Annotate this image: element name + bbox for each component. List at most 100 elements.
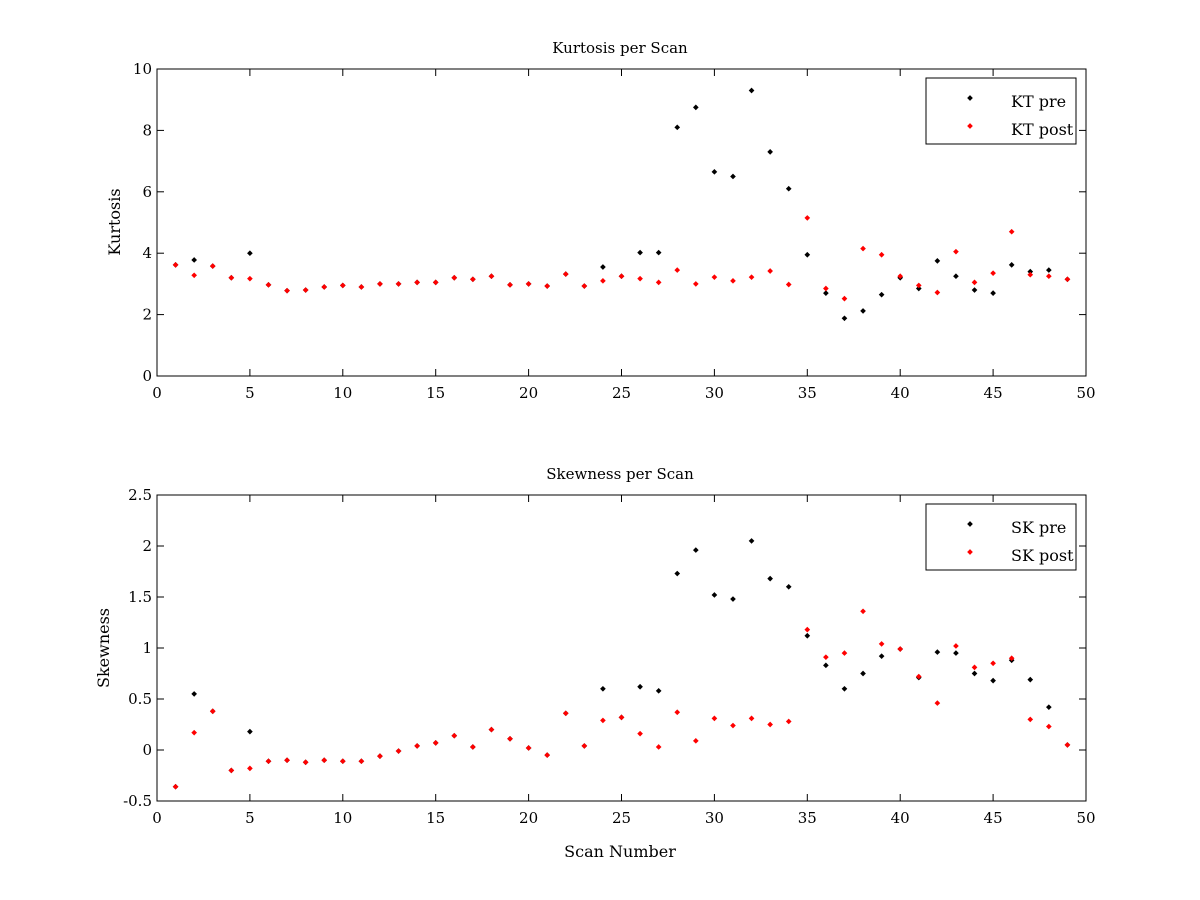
kurtosis-post-point (470, 276, 476, 283)
skewness-post-point (284, 757, 290, 764)
kurtosis-post-point (265, 281, 272, 288)
skewness-y-tick-label: 1 (142, 639, 152, 657)
kurtosis-pre-point (692, 104, 699, 111)
kurtosis-post-point (748, 274, 755, 280)
kurtosis-post-point (711, 274, 718, 280)
skewness-pre-point (823, 662, 829, 669)
kurtosis-pre-point (711, 169, 718, 175)
skewness-legend-label-post: SK post (1011, 546, 1074, 565)
skewness-x-tick-label: 5 (245, 809, 255, 827)
kurtosis-post-point (1046, 273, 1052, 280)
kurtosis-pre-point (655, 249, 662, 256)
skewness-y-axis-label: Skewness (94, 608, 113, 688)
skewness-post-point (228, 767, 235, 774)
skewness-pre-point (990, 677, 996, 684)
skewness-pre-point (600, 685, 606, 692)
kurtosis-legend-marker-post (967, 123, 973, 129)
kurtosis-post-point (990, 270, 996, 276)
kurtosis-post-point (674, 267, 681, 273)
skewness-x-tick-label: 10 (333, 809, 352, 827)
kurtosis-pre-point (637, 249, 643, 256)
kurtosis-post-point (618, 273, 625, 280)
skewness-x-tick-label: 0 (152, 809, 162, 827)
skewness-post-point (265, 758, 272, 765)
skewness-pre-point (971, 670, 978, 677)
kurtosis-pre-point (191, 257, 197, 263)
kurtosis-post-point (507, 281, 513, 288)
skewness-post-point (302, 759, 309, 766)
kurtosis-post-point (581, 283, 588, 289)
kurtosis-tick-labels: 0 5 10 15 20 25 30 35 40 45 50 0 2 4 6 8 10 (133, 60, 1096, 402)
skewness-pre-point (953, 650, 959, 656)
skewness-post-point (878, 641, 885, 647)
skewness-x-tick-label: 45 (984, 809, 1003, 827)
kurtosis-pre-point (934, 258, 941, 264)
skewness-pre-point (191, 691, 197, 697)
skewness-pre-point (655, 688, 662, 694)
kurtosis-pre-point (841, 315, 848, 322)
skewness-post-point (953, 643, 959, 649)
skewness-post-point (767, 721, 773, 728)
kurtosis-post-point (488, 273, 495, 280)
kurtosis-x-tick-label: 10 (333, 384, 352, 402)
skewness-post-point (1064, 742, 1071, 748)
skewness-pre-point (247, 728, 253, 735)
skewness-points (172, 538, 1071, 790)
skewness-y-tick-label: 1.5 (128, 588, 152, 606)
skewness-y-tick-label: 2 (142, 537, 152, 555)
skewness-post-point (860, 608, 866, 615)
skewness-post-point (674, 709, 681, 716)
skewness-x-tick-label: 30 (705, 809, 724, 827)
kurtosis-legend-markers (967, 95, 973, 129)
kurtosis-x-tick-label: 35 (798, 384, 817, 402)
kurtosis-x-tick-label: 5 (245, 384, 255, 402)
kurtosis-x-tick-label: 40 (891, 384, 910, 402)
kurtosis-pre-point (247, 250, 253, 257)
kurtosis-post-point (953, 248, 959, 255)
kurtosis-plot-frame (156, 68, 1087, 377)
kurtosis-post-point (934, 289, 941, 296)
skewness-post-point (209, 708, 216, 715)
kurtosis-post-point (209, 263, 216, 269)
kurtosis-pre-point (748, 87, 755, 94)
skewness-pre-point (1027, 676, 1034, 683)
kurtosis-post-point (971, 279, 978, 286)
kurtosis-post-point (228, 274, 235, 281)
kurtosis-post-point (395, 281, 402, 287)
skewness-post-point (730, 722, 736, 729)
skewness-legend-marker-post (967, 549, 973, 555)
skewness-x-tick-label: 50 (1076, 809, 1095, 827)
kurtosis-y-tick-label: 6 (142, 183, 152, 201)
kurtosis-post-point (377, 281, 383, 287)
kurtosis-post-point (562, 271, 569, 277)
skewness-pre-point (637, 683, 643, 690)
kurtosis-pre-point (600, 264, 606, 270)
kurtosis-pre-point (915, 285, 922, 292)
kurtosis-pre-point (878, 291, 885, 298)
skewness-post-point (990, 660, 996, 667)
skewness-x-tick-label: 35 (798, 809, 817, 827)
skewness-post-point (191, 729, 197, 736)
kurtosis-post-point (600, 278, 606, 284)
kurtosis-post-point (860, 245, 866, 252)
kurtosis-post-point (804, 215, 811, 221)
kurtosis-post-point (730, 278, 736, 284)
kurtosis-post-point (915, 282, 922, 289)
skewness-legend-box (925, 503, 1077, 571)
skewness-post-point (247, 765, 253, 772)
skewness-post-point (823, 654, 829, 661)
kurtosis-chart-title: Kurtosis per Scan (552, 39, 688, 57)
skewness-pre-point (841, 685, 848, 692)
kurtosis-pre-point (953, 273, 959, 280)
skewness-post-point (711, 715, 718, 722)
skewness-post-point (414, 743, 420, 749)
skewness-pre-point (804, 632, 811, 639)
skewness-post-point (897, 646, 904, 652)
kurtosis-post-point (302, 287, 309, 293)
kurtosis-post-point (339, 282, 346, 289)
kurtosis-post-point (191, 272, 197, 279)
skewness-plot-frame (156, 494, 1087, 802)
kurtosis-post-point (785, 281, 792, 288)
skewness-legend: SK pre SK post (925, 503, 1077, 571)
